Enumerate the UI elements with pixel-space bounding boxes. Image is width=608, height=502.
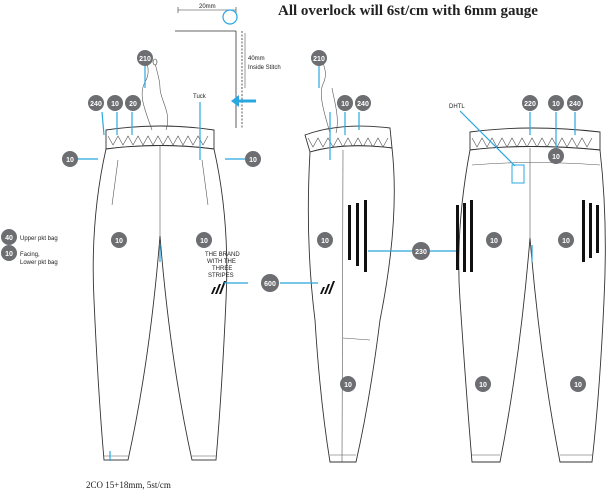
badge-back-220: 220 [522, 95, 538, 111]
svg-text:240: 240 [357, 101, 369, 108]
back-stripe-left-3 [470, 200, 473, 272]
badge-pocket-10: 10 [1, 245, 17, 261]
badge-stripes-230: 230 [412, 242, 430, 260]
badge-side-body: 10 [317, 232, 333, 248]
svg-text:10: 10 [344, 382, 352, 389]
badge-front-right: 10 [245, 151, 261, 167]
hem-note: 2CO 15+18mm, 5st/cm [86, 480, 171, 490]
detail-width-label: 20mm [199, 4, 216, 10]
badge-side-10: 10 [337, 95, 353, 111]
badge-pocket-40: 40 [1, 229, 17, 245]
logo-line-2: WITH THE [207, 259, 236, 265]
badge-side-lower: 10 [340, 376, 356, 392]
svg-text:10: 10 [321, 238, 329, 245]
badge-drawcord-side: 210 [311, 50, 327, 66]
back-stripe-right-2 [589, 203, 592, 258]
tuck-label: Tuck [193, 94, 207, 100]
svg-text:20: 20 [129, 101, 137, 108]
badge-front-240: 240 [88, 95, 104, 111]
logo-line-3: THREE [212, 266, 232, 272]
svg-text:10: 10 [200, 238, 208, 245]
logo-line-1: THE BRAND [205, 252, 240, 258]
side-view [280, 59, 413, 463]
badge-back-right-lower: 10 [570, 376, 586, 392]
badge-front-10: 10 [107, 95, 123, 111]
badge-back-240: 240 [567, 95, 583, 111]
badge-back-10: 10 [548, 95, 564, 111]
badge-back-yoke: 10 [548, 148, 564, 164]
svg-text:10: 10 [66, 157, 74, 164]
logo-line-4: STRIPES [208, 273, 234, 279]
svg-text:10: 10 [479, 382, 487, 389]
svg-text:240: 240 [569, 101, 581, 108]
svg-text:10: 10 [552, 154, 560, 161]
svg-text:210: 210 [139, 56, 151, 63]
badge-back-right-leg: 10 [558, 232, 574, 248]
svg-text:10: 10 [5, 251, 13, 258]
adidas-logo-icon [211, 281, 226, 294]
badge-front-right-leg: 10 [196, 232, 212, 248]
badge-back-left-lower: 10 [475, 376, 491, 392]
badge-back-left-leg: 10 [486, 232, 502, 248]
back-stripe-left-1 [456, 205, 459, 270]
badge-logo-600: 600 [261, 274, 279, 292]
dhtl-label-box [511, 164, 525, 184]
waistband-detail: 20mm 40mm Inside Stitch [175, 4, 281, 128]
detail-height-label: 40mm [248, 56, 265, 62]
side-stripe-2 [356, 203, 359, 266]
svg-text:10: 10 [490, 238, 498, 245]
badge-front-left: 10 [62, 151, 78, 167]
svg-text:10: 10 [562, 238, 570, 245]
facing-label: Facing, [20, 252, 40, 258]
upper-pocket-label: Upper pkt bag [20, 236, 58, 242]
side-stripe-1 [348, 205, 351, 260]
svg-text:230: 230 [415, 249, 427, 256]
svg-text:210: 210 [313, 56, 325, 63]
back-stripe-left-2 [463, 203, 466, 272]
front-logo: THE BRAND WITH THE THREE STRIPES [205, 252, 240, 294]
svg-text:220: 220 [524, 101, 536, 108]
side-logo-icon [320, 281, 335, 294]
back-stripe-right-3 [596, 205, 599, 253]
svg-text:600: 600 [264, 281, 276, 288]
spec-title: All overlock will 6st/cm with 6mm gauge [278, 3, 538, 19]
svg-text:40: 40 [5, 235, 13, 242]
badge-drawcord-front: 210 [137, 50, 153, 66]
svg-text:10: 10 [574, 382, 582, 389]
svg-text:10: 10 [111, 101, 119, 108]
svg-text:10: 10 [341, 101, 349, 108]
badge-side-240: 240 [355, 95, 371, 111]
svg-text:10: 10 [249, 157, 257, 164]
side-stripe-3 [364, 200, 367, 272]
detail-stitch-label: Inside Stitch [248, 65, 281, 71]
back-stripe-right-1 [582, 200, 585, 262]
badges: 210 240 10 20 10 10 10 10 40 10 600 210 … [1, 50, 586, 392]
detail-circle-marker [222, 9, 238, 25]
svg-text:10: 10 [115, 238, 123, 245]
dhtl-label: DHTL [449, 104, 465, 110]
back-view: DHTL [430, 104, 606, 463]
front-view: THE BRAND WITH THE THREE STRIPES Tuck Up… [20, 56, 248, 461]
badge-front-20: 20 [125, 95, 141, 111]
lower-pocket-label: Lower pkt bag [20, 260, 58, 266]
badge-front-left-leg: 10 [111, 232, 127, 248]
svg-text:240: 240 [90, 101, 102, 108]
svg-text:10: 10 [552, 101, 560, 108]
